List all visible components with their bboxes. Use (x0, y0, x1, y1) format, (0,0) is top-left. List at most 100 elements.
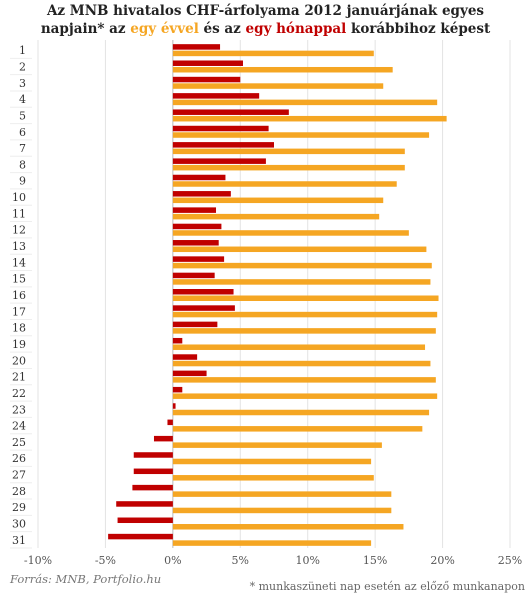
category-label: 28 (12, 485, 26, 498)
title-line-1: Az MNB hivatalos CHF-árfolyama 2012 janu… (46, 3, 485, 19)
category-label: 16 (12, 289, 26, 302)
category-labels: 1234567891011121314151617181920212223242… (12, 44, 26, 547)
category-label: 7 (19, 142, 26, 155)
bar-year (172, 99, 438, 106)
category-label: 18 (12, 322, 26, 335)
bar-year (172, 83, 384, 89)
bar-month (172, 403, 176, 409)
bar-year (172, 181, 397, 187)
bar-month (116, 501, 173, 507)
bar-year (172, 295, 439, 301)
bar-year (172, 328, 436, 334)
bar-month (172, 272, 215, 279)
bar-year (172, 524, 404, 530)
bar-year (172, 148, 405, 155)
bar-year (172, 507, 392, 514)
source-note: Forrás: MNB, Portfolio.hu (10, 572, 162, 586)
bar-month (172, 289, 234, 295)
title-legend-month: egy hónappal (245, 21, 347, 37)
bar-year (172, 311, 438, 318)
category-label: 10 (12, 191, 26, 204)
bar-year (172, 132, 430, 138)
bar-year (172, 393, 438, 399)
bar-month (172, 60, 243, 66)
title-part-c: korábbihoz képest (346, 21, 491, 37)
bar-year (172, 442, 382, 448)
x-tick-label: 10% (295, 554, 319, 567)
x-tick-label: 0% (164, 554, 181, 567)
bar-year (172, 426, 423, 432)
category-label: 14 (12, 256, 26, 269)
bar-year (172, 491, 392, 497)
category-label: 1 (19, 44, 26, 57)
category-label: 22 (12, 387, 26, 400)
bar-month (172, 305, 235, 311)
bar-year (172, 246, 427, 253)
category-label: 9 (19, 175, 26, 188)
x-tick-label: -5% (95, 554, 116, 567)
bar-year (172, 230, 409, 236)
bar-year (172, 50, 374, 57)
category-label: 30 (12, 518, 26, 531)
bar-month (172, 158, 266, 164)
category-label: 31 (12, 534, 26, 547)
category-label: 17 (12, 305, 26, 318)
bar-month (167, 419, 173, 426)
title-line-2: napjain* az egy évvel és az egy hónappal… (0, 20, 531, 38)
bar-year (172, 115, 447, 122)
bar-month (133, 452, 173, 458)
bar-month (133, 468, 173, 475)
bar-month (172, 337, 183, 344)
bars (108, 44, 447, 546)
bar-month (108, 533, 173, 540)
bar-month (172, 223, 222, 230)
bar-year (172, 409, 430, 416)
bar-month (132, 484, 173, 491)
bar-month (172, 354, 198, 360)
category-label: 2 (19, 60, 26, 73)
bar-month (172, 207, 217, 213)
category-label: 15 (12, 273, 26, 286)
bar-month (172, 44, 221, 50)
category-label: 25 (12, 436, 26, 449)
bar-month (153, 435, 173, 442)
title-part-b: és az (198, 21, 246, 37)
bar-month (172, 191, 231, 197)
bar-year (172, 344, 426, 350)
category-label: 27 (12, 469, 26, 482)
bar-year (172, 197, 384, 204)
bar-month (172, 93, 260, 99)
bar-year (172, 262, 432, 269)
bar-year (172, 458, 372, 465)
category-label: 20 (12, 354, 26, 367)
category-label: 8 (19, 158, 26, 171)
category-label: 24 (12, 420, 26, 433)
bar-year (172, 164, 405, 171)
x-tick-label: -10% (24, 554, 52, 567)
bar-year (172, 540, 372, 546)
bar-month (172, 109, 289, 115)
chart-title: Az MNB hivatalos CHF-árfolyama 2012 janu… (0, 2, 531, 38)
x-tick-label: 25% (498, 554, 522, 567)
bar-month (172, 321, 218, 328)
bar-year (172, 213, 380, 220)
x-tick-labels: -10% -5% 0% 5% 10% 15% 20% 25% (24, 554, 522, 567)
bar-year (172, 279, 431, 285)
bar-month (172, 240, 219, 246)
category-label: 3 (19, 77, 26, 90)
category-label: 19 (12, 338, 26, 351)
bar-month (172, 125, 269, 132)
category-label: 23 (12, 403, 26, 416)
footnote: * munkaszüneti nap esetén az előző munka… (249, 580, 525, 593)
category-label: 11 (12, 207, 26, 220)
category-label: 26 (12, 452, 26, 465)
bar-month (172, 76, 241, 83)
category-label: 6 (19, 126, 26, 139)
bar-month (172, 370, 207, 377)
category-label: 13 (12, 240, 26, 253)
title-legend-year: egy évvel (130, 21, 199, 37)
category-label: 21 (12, 371, 26, 384)
x-tick-label: 20% (430, 554, 454, 567)
title-part-a: napjain* az (40, 21, 131, 37)
